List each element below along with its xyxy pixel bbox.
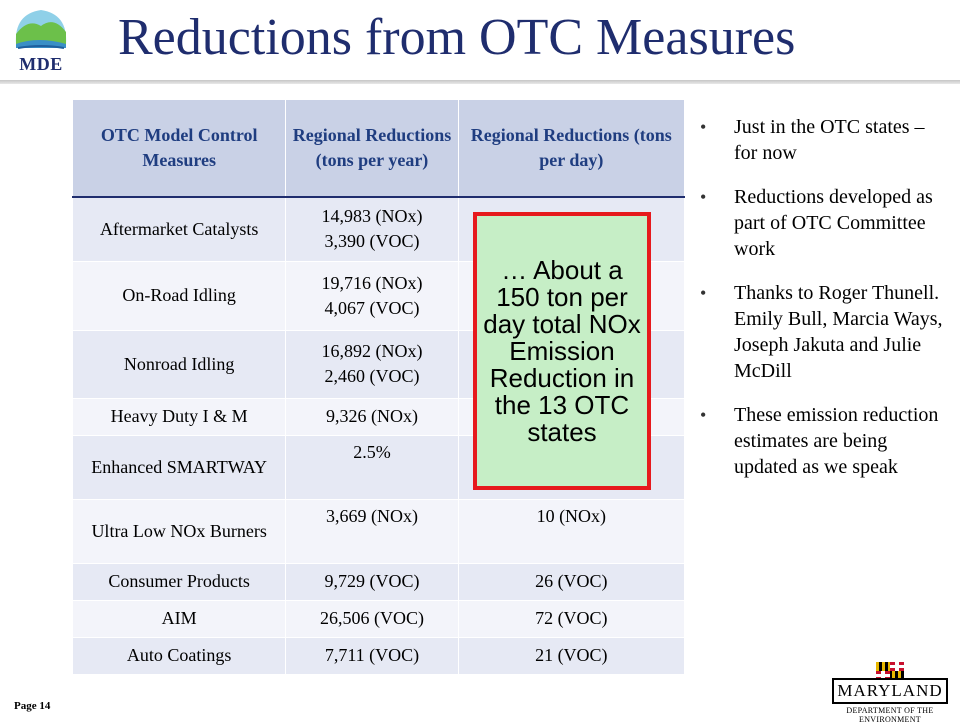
cell-per-year: 2.5%	[285, 435, 459, 500]
cell-per-day: 21 (VOC)	[457, 637, 686, 675]
mde-logo: MDE	[8, 4, 74, 76]
cell-per-year: 26,506 (VOC)	[285, 600, 459, 638]
cell-per-year: 9,326 (NOx)	[285, 398, 459, 436]
table-row: Consumer Products 9,729 (VOC) 26 (VOC)	[71, 563, 686, 601]
page-number: Page 14	[14, 700, 51, 712]
mde-logo-text: MDE	[19, 54, 63, 74]
cell-per-day: 10 (NOx)	[457, 499, 686, 564]
cell-measure: Nonroad Idling	[71, 330, 287, 399]
nox-reduction-callout: … About a 150 ton per day total NOx Emis…	[473, 212, 651, 490]
cell-per-day: 72 (VOC)	[457, 600, 686, 638]
list-item: • Reductions developed as part of OTC Com…	[696, 184, 946, 262]
maryland-flag-icon	[876, 662, 904, 680]
list-item: • These emission reduction estimates are …	[696, 402, 946, 480]
cell-measure: AIM	[71, 600, 287, 638]
cell-per-year: 3,669 (NOx)	[285, 499, 459, 564]
cell-per-year: 7,711 (VOC)	[285, 637, 459, 675]
maryland-logo: MARYLAND DEPARTMENT OF THE ENVIRONMENT	[826, 662, 954, 724]
note-text: Just in the OTC states – for now	[734, 116, 925, 164]
cell-per-day: 26 (VOC)	[457, 563, 686, 601]
header-control-measures: OTC Model Control Measures	[71, 100, 287, 198]
cell-measure: Heavy Duty I & M	[71, 398, 287, 436]
table-header-row: OTC Model Control Measures Regional Redu…	[71, 100, 686, 198]
cell-per-year: 19,716 (NOx) 4,067 (VOC)	[285, 261, 459, 331]
cell-measure: On-Road Idling	[71, 261, 287, 331]
table-row: Auto Coatings 7,711 (VOC) 21 (VOC)	[71, 637, 686, 675]
list-item: • Just in the OTC states – for now	[696, 114, 946, 166]
page-title: Reductions from OTC Measures	[118, 9, 796, 66]
cell-per-year: 14,983 (NOx) 3,390 (VOC)	[285, 197, 459, 262]
bullet-icon: •	[700, 187, 707, 207]
maryland-wordmark: MARYLAND	[832, 678, 948, 704]
header-reductions-per-day: Regional Reductions (tons per day)	[457, 100, 686, 198]
cell-measure: Enhanced SMARTWAY	[71, 435, 287, 500]
note-text: Reductions developed as part of OTC Comm…	[734, 186, 933, 260]
list-item: • Thanks to Roger Thunell. Emily Bull, Ma…	[696, 280, 946, 384]
cell-per-year: 16,892 (NOx) 2,460 (VOC)	[285, 330, 459, 399]
maryland-department-text: DEPARTMENT OF THE ENVIRONMENT	[846, 706, 934, 724]
notes-list: • Just in the OTC states – for now • Reduc…	[696, 114, 946, 498]
table-row: Ultra Low NOx Burners 3,669 (NOx) 10 (NO…	[71, 499, 686, 564]
bullet-icon: •	[700, 283, 707, 303]
cell-measure: Aftermarket Catalysts	[71, 197, 287, 262]
title-divider	[0, 80, 960, 84]
bullet-icon: •	[700, 405, 707, 425]
mde-logo-graphic	[15, 10, 67, 49]
table-row: AIM 26,506 (VOC) 72 (VOC)	[71, 600, 686, 638]
cell-measure: Ultra Low NOx Burners	[71, 499, 287, 564]
header-reductions-per-year: Regional Reductions (tons per year)	[285, 100, 459, 198]
note-text: These emission reduction estimates are b…	[734, 404, 939, 478]
cell-measure: Consumer Products	[71, 563, 287, 601]
bullet-icon: •	[700, 117, 707, 137]
cell-measure: Auto Coatings	[71, 637, 287, 675]
callout-text: … About a 150 ton per day total NOx Emis…	[483, 254, 641, 447]
cell-per-year: 9,729 (VOC)	[285, 563, 459, 601]
note-text: Thanks to Roger Thunell. Emily Bull, Mar…	[734, 282, 943, 382]
